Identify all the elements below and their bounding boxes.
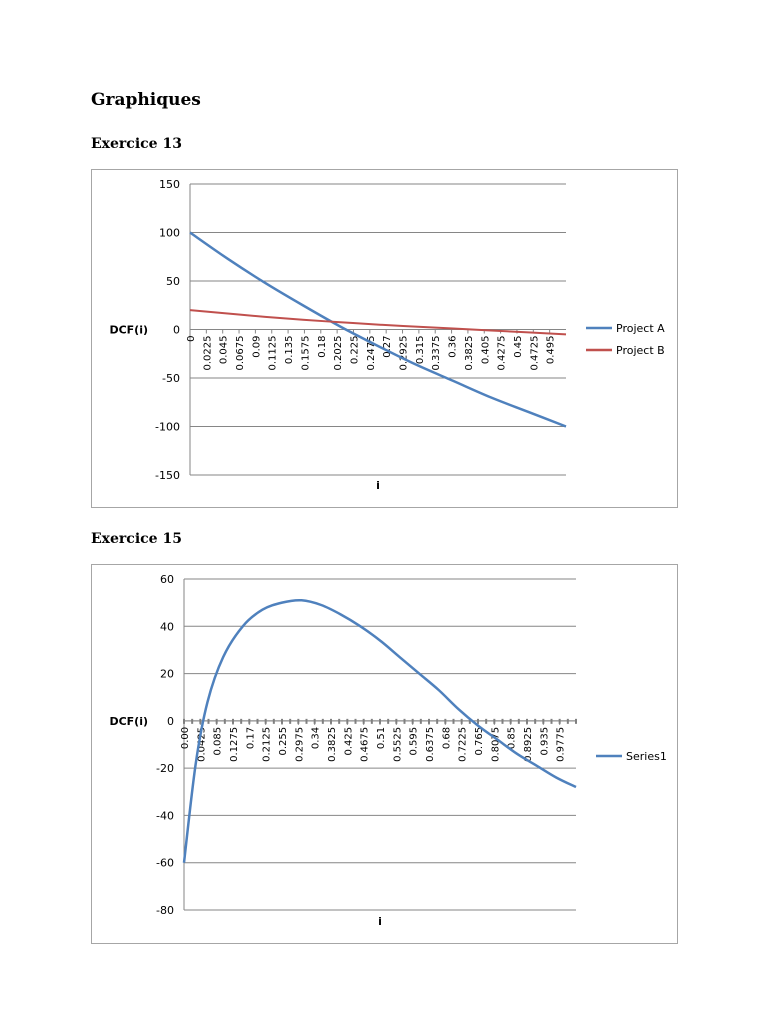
y-axis-title: DCF(i) xyxy=(109,715,148,728)
y-tick-label: 0 xyxy=(173,324,180,337)
x-tick-label: 0.0425 xyxy=(196,727,207,762)
y-tick-label: 20 xyxy=(160,668,174,681)
legend-label: Project A xyxy=(616,322,665,335)
page-heading: Graphiques xyxy=(91,90,201,110)
x-tick-label: 0.2025 xyxy=(333,336,344,371)
y-tick-label: -20 xyxy=(156,762,174,775)
series-line-project-b xyxy=(189,309,567,336)
legend-label: Project B xyxy=(616,344,665,357)
y-tick-label: -60 xyxy=(156,857,174,870)
x-tick-label: 0.935 xyxy=(539,727,550,756)
series-line-series1 xyxy=(182,598,577,863)
x-tick-label: 0.00 xyxy=(180,727,191,749)
x-tick-label: 0.2125 xyxy=(262,727,273,762)
x-axis-title: i xyxy=(376,479,380,492)
x-tick-label: 0.9775 xyxy=(556,727,567,762)
x-axis-title: i xyxy=(378,915,382,928)
x-tick-label: 0.085 xyxy=(213,727,224,756)
x-tick-label: 0.255 xyxy=(278,727,289,756)
x-tick-label: 0.85 xyxy=(507,727,518,749)
x-tick-label: 0.2475 xyxy=(366,336,377,371)
y-tick-label: 40 xyxy=(160,620,174,633)
y-axis-title: DCF(i) xyxy=(109,324,148,337)
x-tick-label: 0.2975 xyxy=(294,727,305,762)
x-tick-label: 0.0675 xyxy=(235,336,246,371)
chart-exercice-15: 60 40 20 0 -20 -40 -60 -80 0.00 0.0425 0.085 0.1275… xyxy=(91,564,678,944)
y-tick-label: 50 xyxy=(166,275,180,288)
x-tick-label: 0.36 xyxy=(448,336,459,358)
x-tick-label: 0.135 xyxy=(284,336,295,365)
chart-exercice-15-svg: 60 40 20 0 -20 -40 -60 -80 0.00 0.0425 0.085 0.1275… xyxy=(109,573,667,928)
x-tick-label: 0.5525 xyxy=(392,727,403,762)
y-tick-label: 100 xyxy=(159,227,180,240)
x-tick-label: 0.1575 xyxy=(300,336,311,371)
x-tick-label: 0.68 xyxy=(441,727,452,749)
x-tick-label: 0.425 xyxy=(343,727,354,756)
x-tick-label: 0.225 xyxy=(349,336,360,365)
chart-exercice-13-svg: 150 100 50 0 -50 -100 -150 0 0.0225 0.045 0.0675 0.… xyxy=(109,178,665,492)
x-tick-label: 0.45 xyxy=(513,336,524,358)
x-tick-label: 0.0225 xyxy=(202,336,213,371)
chart-exercice-13: 150 100 50 0 -50 -100 -150 0 0.0225 0.045 0.0675 0.… xyxy=(91,169,678,508)
x-tick-label: 0.595 xyxy=(409,727,420,756)
x-tick-label: 0 xyxy=(186,336,197,342)
series-line-project-a xyxy=(189,231,567,428)
y-tick-label: 0 xyxy=(167,715,174,728)
legend-label: Series1 xyxy=(626,750,667,763)
y-tick-label: -50 xyxy=(162,372,180,385)
x-tick-label: 0.7225 xyxy=(458,727,469,762)
x-tick-label: 0.34 xyxy=(311,727,322,749)
x-tick-label: 0.2925 xyxy=(399,336,410,371)
x-tick-label: 0.4275 xyxy=(497,336,508,371)
x-tick-label: 0.3825 xyxy=(464,336,475,371)
x-tick-label: 0.1125 xyxy=(268,336,279,371)
x-tick-label: 0.27 xyxy=(382,336,393,358)
x-tick-label: 0.8925 xyxy=(523,727,534,762)
x-tick-label: 0.3825 xyxy=(327,727,338,762)
x-tick-label: 0.3375 xyxy=(431,336,442,371)
x-tick-label: 0.09 xyxy=(251,336,262,358)
x-tick-label: 0.765 xyxy=(474,727,485,756)
section-title-exercice-15: Exercice 15 xyxy=(91,531,182,547)
y-tick-label: -100 xyxy=(155,421,180,434)
x-tick-label: 0.315 xyxy=(415,336,426,365)
x-tick-label: 0.51 xyxy=(376,727,387,749)
x-tick-label: 0.405 xyxy=(480,336,491,365)
x-tick-label: 0.6375 xyxy=(425,727,436,762)
x-tick-label: 0.18 xyxy=(317,336,328,358)
x-tick-label: 0.4725 xyxy=(529,336,540,371)
x-tick-label: 0.045 xyxy=(219,336,230,365)
x-tick-label: 0.4675 xyxy=(360,727,371,762)
y-tick-label: 150 xyxy=(159,178,180,191)
section-title-exercice-13: Exercice 13 xyxy=(91,136,182,152)
x-tick-label: 0.8075 xyxy=(490,727,501,762)
y-tick-label: -80 xyxy=(156,904,174,917)
x-tick-label: 0.495 xyxy=(546,336,557,365)
x-tick-label: 0.17 xyxy=(245,727,256,749)
y-tick-label: 60 xyxy=(160,573,174,586)
y-tick-label: -40 xyxy=(156,809,174,822)
x-tick-label: 0.1275 xyxy=(229,727,240,762)
y-tick-label: -150 xyxy=(155,469,180,482)
